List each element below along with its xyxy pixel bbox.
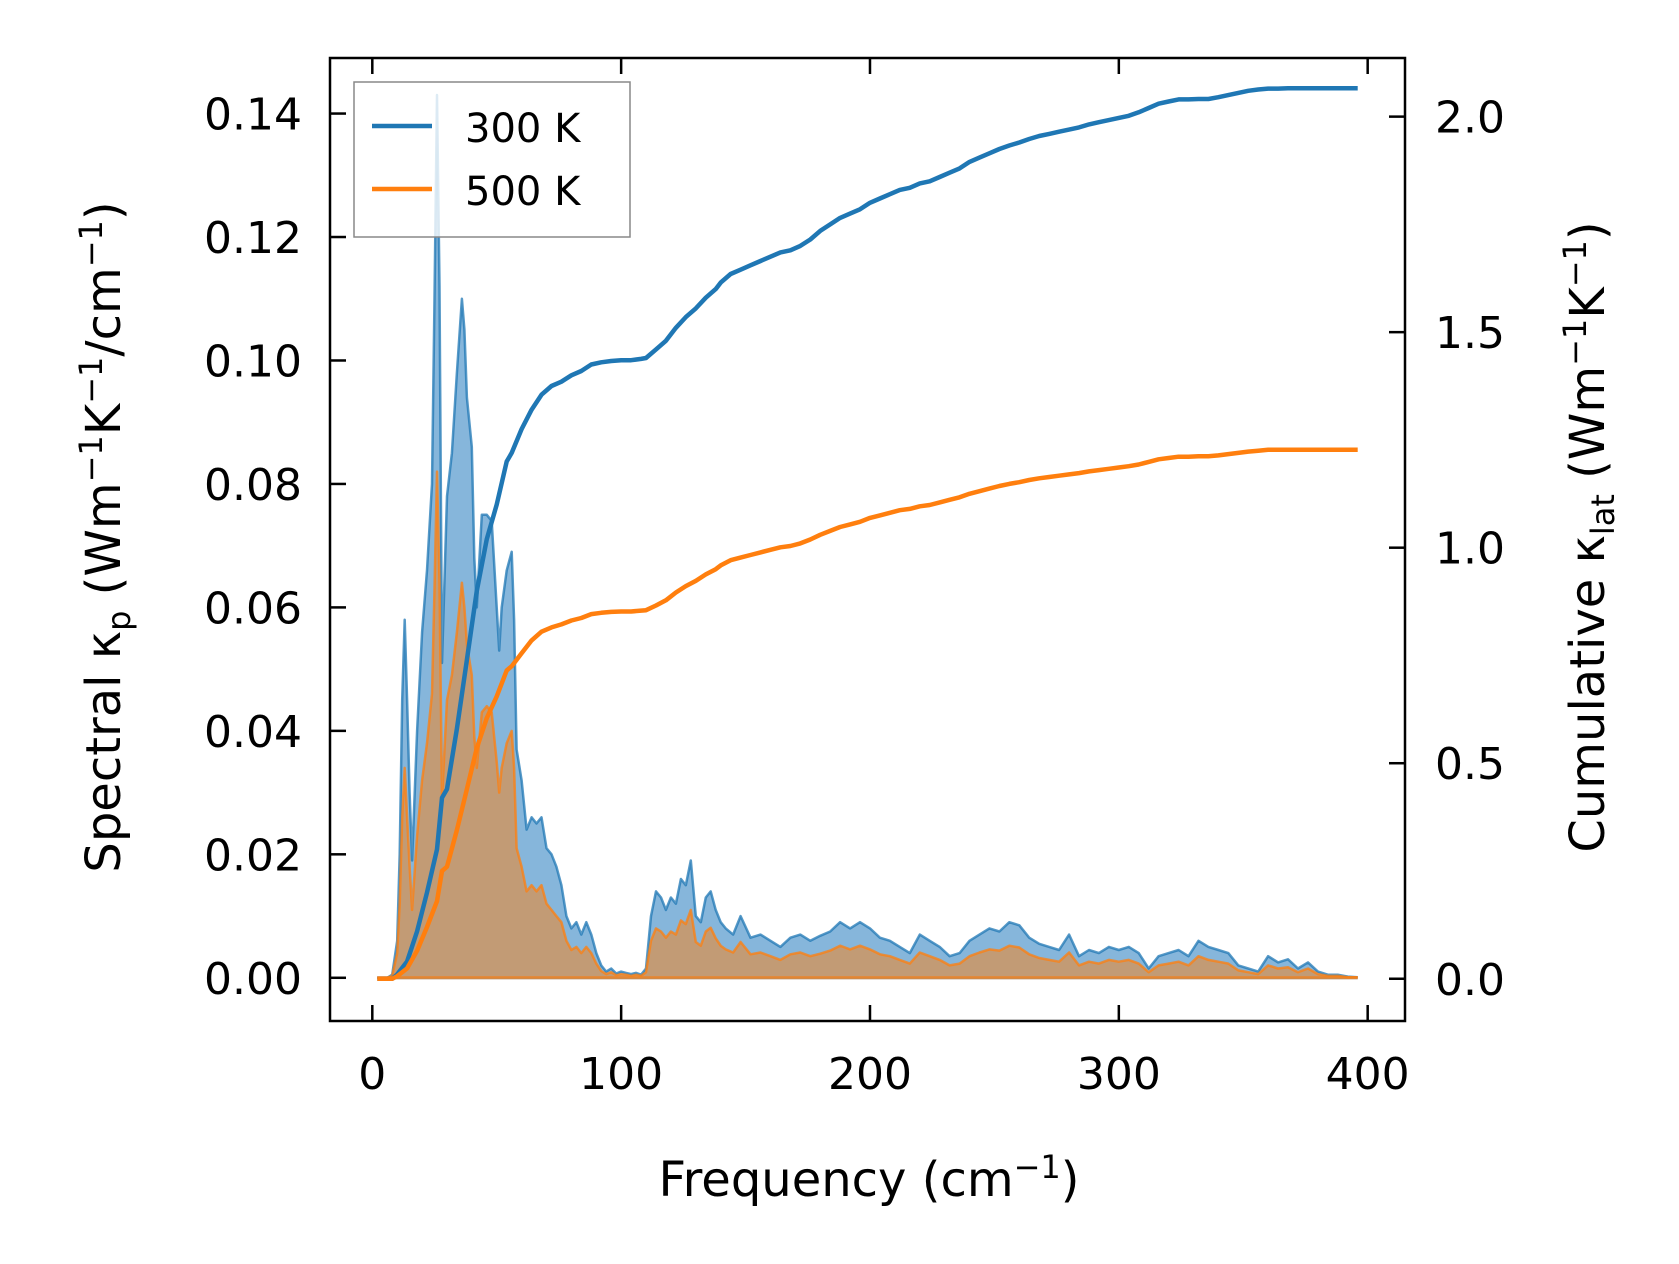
x-tick-label: 200 (828, 1049, 912, 1100)
y-right-label-sup2: −1 (1556, 240, 1594, 287)
plot-area (377, 85, 1358, 982)
axes-frame (328, 56, 1407, 1023)
y-right-tick-label: 0.5 (1435, 739, 1505, 790)
legend-box (353, 81, 631, 238)
spectral-line-300k (377, 93, 1358, 980)
legend-label-300k: 300 K (465, 106, 582, 152)
x-axis-label-end: ) (1061, 1152, 1080, 1208)
y-left-label-unit-a: (Wm (76, 482, 132, 610)
y-right-label-sub: lat (1584, 494, 1622, 535)
y-left-tick-label: 0.04 (204, 707, 302, 758)
y-left-label-sup2: −1 (72, 357, 110, 404)
y-axis-right-label: Cumulative κlat (Wm−1K−1) (1556, 221, 1622, 852)
x-axis-label-sup: −1 (1014, 1148, 1061, 1186)
spectral-line-500k (377, 470, 1358, 980)
y-right-label-unit-d: ) (1560, 221, 1616, 240)
y-right-label-unit-a: (Wm (1560, 366, 1616, 494)
legend-label-500k: 500 K (465, 169, 582, 215)
x-axis-label-unit: (cm (922, 1152, 1014, 1208)
y-left-tick-label: 0.10 (204, 336, 302, 387)
cumulative-line-500k (377, 447, 1358, 982)
y-right-tick-label: 2.0 (1435, 93, 1505, 144)
x-axis-label-main: Frequency (658, 1152, 906, 1208)
x-tick-label: 300 (1077, 1049, 1161, 1100)
y-left-tick-label: 0.00 (204, 954, 302, 1005)
y-left-tick-label: 0.08 (204, 460, 302, 511)
y-left-label-sub: p (100, 611, 138, 631)
y-left-tick-label: 0.12 (204, 213, 302, 264)
y-left-label-unit-d: ) (76, 201, 132, 220)
x-tick-label: 0 (358, 1049, 386, 1100)
y-left-tick-label: 0.06 (204, 583, 302, 634)
legend: 300 K 500 K (353, 81, 631, 238)
x-tick-label: 100 (579, 1049, 663, 1100)
y-left-label-unit-c: /cm (76, 267, 132, 356)
y-left-label-main: Spectral κ (76, 631, 132, 873)
y-right-label-unit-b: K (1560, 286, 1616, 319)
x-axis-label: Frequency (cm−1) (658, 1148, 1079, 1208)
y-left-label-unit-b: K (76, 402, 132, 435)
y-right-tick-label: 1.5 (1435, 308, 1505, 359)
y-axis-left-label: Spectral κp (Wm−1K−1/cm−1) (72, 201, 138, 872)
y-right-tick-label: 0.0 (1435, 955, 1505, 1006)
y-left-tick-label: 0.02 (204, 830, 302, 881)
spectral-area-500k (377, 471, 1358, 978)
y-right-label-main: Cumulative κ (1560, 535, 1616, 853)
y-left-tick-label: 0.14 (204, 90, 302, 141)
y-left-label-sup1: −1 (72, 435, 110, 482)
y-left-label-sup3: −1 (72, 220, 110, 267)
cumulative-line-300k (377, 85, 1358, 982)
x-tick-label: 400 (1326, 1049, 1410, 1100)
axis-ticks: 0 100 200 300 400 0.00 0.02 0.04 0.06 0.08 0.10 0.1… (204, 58, 1505, 1100)
y-right-label-sup1: −1 (1556, 319, 1594, 366)
y-right-tick-label: 1.0 (1435, 524, 1505, 575)
